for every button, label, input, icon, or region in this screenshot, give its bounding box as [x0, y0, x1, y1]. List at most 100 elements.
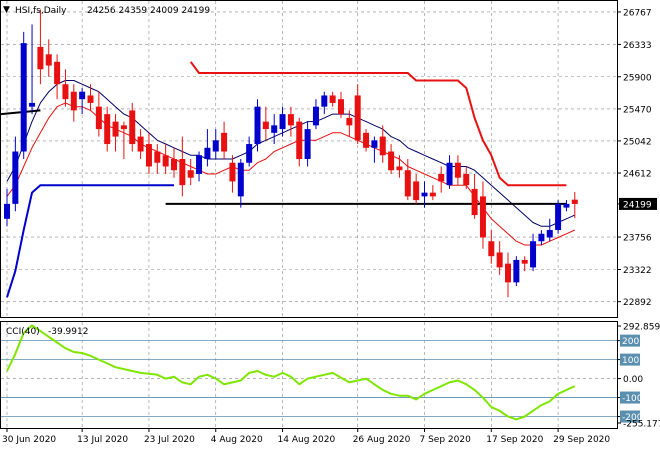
bear-candle-body	[296, 121, 303, 159]
cci-level-tag	[620, 410, 640, 423]
price-tick-label: 23322	[623, 266, 652, 276]
bear-candle-body	[379, 136, 386, 156]
bear-candle-body	[346, 117, 353, 126]
bear-candle-body	[87, 95, 94, 103]
bear-candle-body	[45, 54, 52, 66]
bull-candle-body	[271, 125, 278, 133]
cci-level-tag	[620, 334, 640, 347]
current-price-tag	[619, 197, 657, 210]
bear-candle-body	[95, 106, 102, 130]
bull-candle-body	[4, 203, 10, 219]
bear-candle-body	[479, 196, 486, 238]
time-tick-label: 26 Aug 2020	[353, 435, 411, 445]
price-tick-label: 26767	[623, 8, 652, 18]
bear-candle-body	[338, 99, 344, 115]
price-tick-label: 26333	[623, 41, 652, 51]
bear-candle-body	[229, 162, 236, 182]
cci-pane	[1, 324, 617, 421]
cci-level-label: -100	[622, 394, 643, 404]
bear-candle-body	[171, 159, 177, 171]
bull-candle-body	[538, 233, 545, 242]
bull-candle-body	[204, 147, 211, 159]
bear-candle-body	[162, 155, 169, 167]
bull-candle-body	[29, 102, 36, 107]
bull-candle-body	[12, 151, 19, 204]
candles	[4, 9, 578, 298]
time-tick-label: 30 Jun 2020	[2, 435, 56, 445]
bear-candle-body	[54, 61, 61, 85]
bear-candle-body	[104, 114, 111, 145]
time-tick-label: 17 Sep 2020	[486, 435, 543, 445]
time-axis: 30 Jun 2020 13 Jul 2020 23 Jul 2020 4 Aug 2…	[2, 428, 610, 445]
bear-candle-body	[145, 144, 152, 167]
bull-candle-body	[237, 162, 244, 197]
bull-candle-body	[555, 203, 562, 231]
bear-candle-body	[505, 263, 511, 283]
bear-candle-body	[388, 151, 395, 171]
bull-candle-body	[513, 259, 520, 283]
chart-ohlc: 24256 24359 24009 24199	[87, 6, 210, 16]
bull-candle-body	[312, 106, 319, 126]
bull-candle-body	[371, 140, 378, 148]
bull-candle-body	[563, 203, 570, 208]
bull-candle-body	[20, 43, 27, 152]
cci-level-tag	[620, 353, 640, 366]
bear-candle-body	[571, 199, 578, 204]
bear-candle-body	[363, 132, 370, 148]
price-tick-label: 25900	[623, 73, 652, 83]
bear-candle-body	[112, 121, 119, 137]
price-tick-label: 23756	[623, 234, 652, 244]
header-collapse-icon[interactable]: ▼	[3, 5, 10, 15]
bull-candle-body	[530, 241, 537, 268]
bear-candle-body	[471, 188, 478, 216]
channel-low-line	[6, 184, 174, 298]
cci-level-label: 200	[622, 337, 639, 347]
bull-candle-body	[246, 144, 253, 163]
bull-candle-body	[79, 91, 86, 100]
price-axis: 26767 26333 25900 25470 25042 24612 24199 23756…	[617, 8, 657, 308]
time-tick-label: 13 Jul 2020	[77, 435, 128, 445]
bear-candle-body	[287, 114, 294, 126]
bear-candle-body	[154, 151, 161, 163]
bear-candle-body	[413, 181, 420, 201]
bull-candle-body	[196, 155, 203, 174]
cci-axis: 292.8594 200 100 0.00 -100 -200-255.1772	[617, 323, 660, 430]
bear-candle-body	[404, 170, 411, 197]
bear-candle-body	[129, 110, 136, 145]
price-tick-label: 25470	[623, 105, 652, 115]
cci-level-label: 100	[622, 356, 639, 366]
bear-candle-body	[221, 132, 228, 152]
bear-candle-body	[37, 46, 44, 70]
bear-candle-body	[137, 136, 144, 152]
time-tick-label: 14 Aug 2020	[278, 435, 336, 445]
bull-candle-body	[212, 140, 219, 152]
bear-candle-body	[329, 95, 336, 103]
indicator-pane-border	[0, 321, 618, 429]
bear-candle-body	[62, 84, 69, 100]
cci-tick-label: 292.8594	[623, 323, 660, 333]
bear-candle-body	[354, 95, 361, 141]
bear-candle-body	[187, 170, 194, 178]
chart-symbol: HSI,fs,Daily	[15, 6, 67, 16]
indicator-value: -39.9912	[48, 327, 88, 337]
cci-level-label: -200	[622, 413, 643, 423]
time-tick-label: 29 Sep 2020	[553, 435, 610, 445]
price-pane-border	[0, 0, 618, 318]
bear-candle-body	[179, 159, 186, 186]
bear-candle-body	[463, 173, 470, 186]
price-tick-label: 22892	[623, 298, 652, 308]
grid	[1, 1, 617, 428]
bull-candle-body	[546, 230, 553, 238]
bear-candle-body	[438, 173, 445, 182]
bull-candle-body	[279, 114, 286, 130]
bear-candle-body	[429, 192, 436, 197]
time-tick-label: 23 Jul 2020	[144, 435, 195, 445]
price-tick-label: 24612	[623, 170, 652, 180]
bear-candle-body	[396, 166, 403, 171]
bull-candle-body	[254, 106, 261, 145]
bull-candle-body	[304, 129, 311, 159]
bear-candle-body	[521, 259, 528, 264]
cci-tick-label: 0.00	[623, 375, 643, 385]
